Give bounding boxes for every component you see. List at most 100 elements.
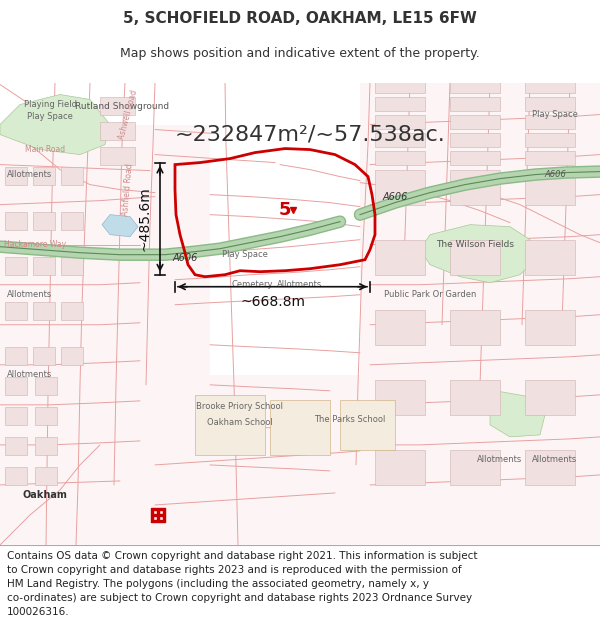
Text: Allotments: Allotments [277,280,323,289]
Bar [525,114,575,129]
Bar [450,310,500,345]
Text: A606: A606 [544,170,566,179]
Bar [35,377,57,395]
Bar [375,380,425,415]
Bar [5,347,27,365]
Bar [61,257,83,275]
Bar [525,239,575,275]
Bar [375,79,425,92]
Bar [100,96,135,114]
Text: to Crown copyright and database rights 2023 and is reproduced with the permissio: to Crown copyright and database rights 2… [7,564,462,574]
Bar [61,302,83,320]
Bar [375,132,425,147]
Text: Play Space: Play Space [532,110,578,119]
Bar [375,169,425,204]
Text: Ashfield Road: Ashfield Road [121,163,135,216]
Bar [35,467,57,485]
Bar [61,212,83,229]
Text: Cemetery: Cemetery [231,280,273,289]
Bar [525,310,575,345]
Bar [375,114,425,129]
Bar [5,212,27,229]
Bar [5,437,27,455]
Bar [450,239,500,275]
Bar [375,151,425,164]
Bar [33,257,55,275]
Bar [35,407,57,425]
Text: The Wilson Fields: The Wilson Fields [436,240,514,249]
Text: Allotments: Allotments [7,290,53,299]
Bar [33,167,55,184]
Bar [375,239,425,275]
Text: Ashwell Road: Ashwell Road [117,89,139,141]
Text: Allotments: Allotments [7,170,53,179]
Text: Contains OS data © Crown copyright and database right 2021. This information is : Contains OS data © Crown copyright and d… [7,551,478,561]
Text: co-ordinates) are subject to Crown copyright and database rights 2023 Ordnance S: co-ordinates) are subject to Crown copyr… [7,592,472,602]
Text: Play Space: Play Space [222,250,268,259]
Bar [180,375,380,545]
Bar [5,467,27,485]
Bar [5,167,27,184]
Bar [525,132,575,147]
Bar [375,96,425,111]
Polygon shape [0,94,110,154]
Text: Allotments: Allotments [478,456,523,464]
Text: ~668.8m: ~668.8m [240,295,305,309]
Text: Play Space: Play Space [27,112,73,121]
Polygon shape [420,224,535,282]
Bar [5,257,27,275]
Bar [61,347,83,365]
Bar [33,302,55,320]
Text: Allotments: Allotments [7,371,53,379]
Text: The Parks School: The Parks School [314,416,386,424]
Polygon shape [490,390,545,437]
Bar [375,450,425,485]
Bar [375,310,425,345]
Bar [450,96,500,111]
Bar [5,377,27,395]
Text: A606: A606 [382,192,407,202]
Bar [100,121,135,139]
Bar [525,450,575,485]
Bar [33,212,55,229]
Bar [35,437,57,455]
Text: A606: A606 [172,253,197,262]
Text: Hackamore Way: Hackamore Way [4,240,66,249]
Bar [5,302,27,320]
Bar [450,114,500,129]
Text: 100026316.: 100026316. [7,607,70,617]
Text: 5, SCHOFIELD ROAD, OAKHAM, LE15 6FW: 5, SCHOFIELD ROAD, OAKHAM, LE15 6FW [123,11,477,26]
Text: ~485.6m: ~485.6m [138,186,152,251]
Text: Playing Field: Playing Field [23,100,77,109]
Text: Allotments: Allotments [532,456,578,464]
Bar [33,347,55,365]
Text: ~232847m²/~57.538ac.: ~232847m²/~57.538ac. [175,124,445,144]
Bar [525,380,575,415]
Text: Oakham: Oakham [23,490,67,500]
Bar [525,169,575,204]
Bar [450,380,500,415]
Text: Rutland Showground: Rutland Showground [75,102,169,111]
Bar [0,124,210,545]
Bar [360,82,600,545]
Bar [450,151,500,164]
Text: 5: 5 [279,201,291,219]
Bar [450,450,500,485]
Bar [195,395,265,455]
Bar [525,151,575,164]
Polygon shape [102,214,138,237]
Bar [270,400,330,455]
Bar [450,169,500,204]
Bar [61,167,83,184]
Text: Main Road: Main Road [25,145,65,154]
Bar [340,400,395,450]
Bar [450,132,500,147]
Bar [5,407,27,425]
Text: Brooke Priory School: Brooke Priory School [197,402,284,411]
Text: Map shows position and indicative extent of the property.: Map shows position and indicative extent… [120,47,480,60]
Bar [525,96,575,111]
Text: Oakham School: Oakham School [207,418,273,428]
Bar [100,147,135,164]
Text: HM Land Registry. The polygons (including the associated geometry, namely x, y: HM Land Registry. The polygons (includin… [7,579,429,589]
Bar [525,79,575,92]
